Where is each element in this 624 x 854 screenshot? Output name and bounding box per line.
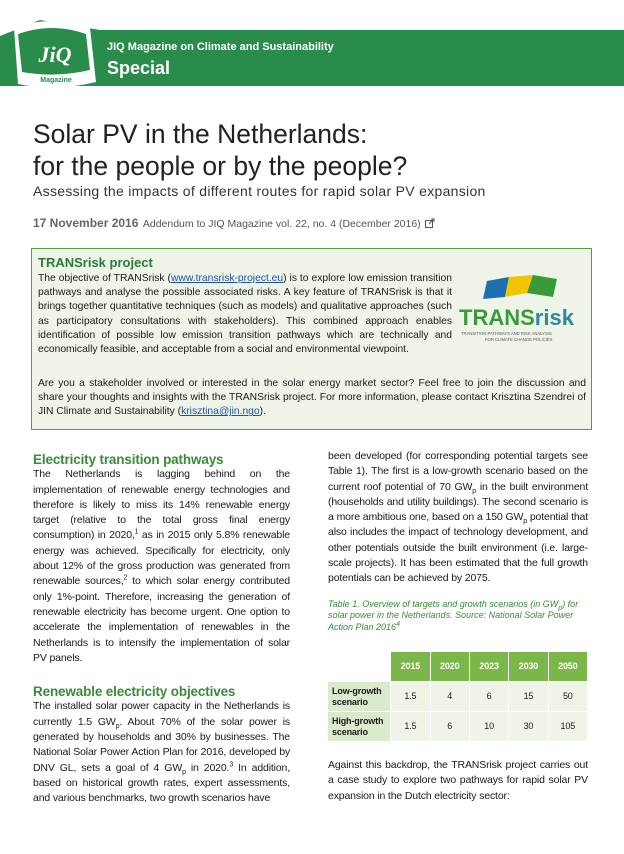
column-header: 2030 [508,651,549,683]
sub: p [523,518,527,526]
logo-block [483,277,509,299]
sup: 3 [229,761,234,769]
row-label: Low-growth scenario [326,681,392,713]
column-header: 2023 [468,651,510,683]
text-run: as in 2015 only 5.8% renewable energy wa… [33,529,290,588]
box-paragraph: The objective of TRANSrisk (www.transris… [38,272,452,357]
subtitle: Assessing the impacts of different route… [33,183,486,199]
text-run: Against this backdrop, the TRANSrisk pro… [328,759,588,802]
addendum: Addendum to JIQ Magazine vol. 22, no. 4 … [142,218,421,230]
sub: p [558,604,563,612]
text-run: ). [259,406,266,418]
paragraph: The Netherlands is lagging behind on the… [33,467,290,666]
logo-block [527,275,557,297]
text-run: to which solar energy contributed only 1… [33,575,290,664]
text-run: in 2020. [185,761,230,774]
cell: 105 [547,711,589,743]
link[interactable]: krisztina@jin.ngo [181,406,260,418]
row-label: High-growth scenario [326,711,392,743]
project-box: TRANSrisk project The objective of TRANS… [31,248,592,430]
logo-subtext: Magazine [40,77,72,84]
sup: 2 [123,574,128,582]
text-run: ) is to explore low emission transition … [38,273,452,356]
sup: 1 [134,528,139,536]
logo-tagline: FOR CLIMATE CHANGE POLICIES [485,337,553,342]
cell: 15 [508,681,549,713]
text-run: potential that also includes the impact … [328,511,588,585]
text-run: The Netherlands is lagging behind on the… [33,468,290,542]
header-graphic: JiQ Magazine JIQ Magazine on Climate and… [0,20,624,88]
cell: 1.5 [390,711,431,743]
section-label: Special [107,58,170,78]
text-run: The objective of TRANSrisk ( [38,273,171,284]
sub: p [115,722,120,730]
section-heading: Electricity transition pathways [33,452,224,467]
text-run: The installed solar power capacity in th… [33,700,290,728]
left-column: Electricity transition pathways The Neth… [33,452,290,807]
date-line: 17 November 2016 Addendum to JIQ Magazin… [33,214,435,232]
scenario-table: 2015 2020 2023 2030 2050 Low-growth scenario 1… [326,651,589,743]
column-header: 2020 [429,651,470,683]
external-link-icon[interactable] [425,218,435,228]
box-paragraph: Are you a stakeholder involved or intere… [38,377,586,420]
logo-tagline: TRANSITION PATHWAYS AND RISK ANALYSIS [461,331,552,336]
cell: 50 [547,681,589,713]
logo-block [505,275,533,297]
cell: 6 [429,711,470,743]
text-run: been developed (for corresponding potent… [328,450,588,493]
text-run: In addition, based on historical growth … [33,761,291,805]
text-run: . About 70% of the solar power is genera… [33,715,290,774]
column-header: 2015 [390,651,431,683]
cell: 6 [468,681,510,713]
text-run: Table 1. Overview of targets and growth … [328,598,559,609]
logo-text: JiQ [38,42,72,67]
magazine-name: JIQ Magazine on Climate and Sustainabili… [107,41,335,53]
transrisk-logo: TRANSrisk TRANSITION PATHWAYS AND RISK A… [459,275,575,342]
title-line: for the people or by the people? [33,151,408,181]
text-run: Are you a stakeholder involved or intere… [38,378,586,418]
sub: p [182,768,186,776]
table-caption: Table 1. Overview of targets and growth … [328,599,588,634]
text-run: ) for solar power in the Netherlands. So… [328,598,579,632]
paragraph: been developed (for corresponding potent… [328,449,588,587]
logo-name-b: risk [535,305,575,330]
sub: p [472,487,477,495]
title-line: Solar PV in the Netherlands: [33,119,368,149]
date: 17 November 2016 [33,216,139,230]
header-row: 2015 2020 2023 2030 2050 [326,651,589,683]
paragraph: The installed solar power capacity in th… [33,699,290,806]
cell: 4 [429,681,470,713]
table-row: High-growth scenario 1.5 6 10 30 105 [326,711,589,743]
sup: 4 [396,620,400,628]
table-row: Low-growth scenario 1.5 4 6 15 50 [326,681,589,713]
link[interactable]: www.transrisk-project.eu [170,273,284,284]
logo-name: TRANSrisk [459,305,575,330]
box-title: TRANSrisk project [38,255,153,270]
paragraph: Against this backdrop, the TRANSrisk pro… [328,758,588,804]
logo-inner [18,28,90,75]
text-run: in the built environment (households and… [328,480,589,524]
column-header: 2050 [547,651,589,683]
header-band [0,20,624,86]
logo-name-a: TRANS [459,305,535,330]
corner-cell [326,651,392,683]
title: Solar PV in the Netherlands: for the peo… [33,118,407,182]
cell: 1.5 [390,681,431,713]
cell: 10 [468,711,510,743]
cell: 30 [508,711,549,743]
section-heading: Renewable electricity objectives [33,684,236,700]
right-column: been developed (for corresponding potent… [326,449,589,804]
